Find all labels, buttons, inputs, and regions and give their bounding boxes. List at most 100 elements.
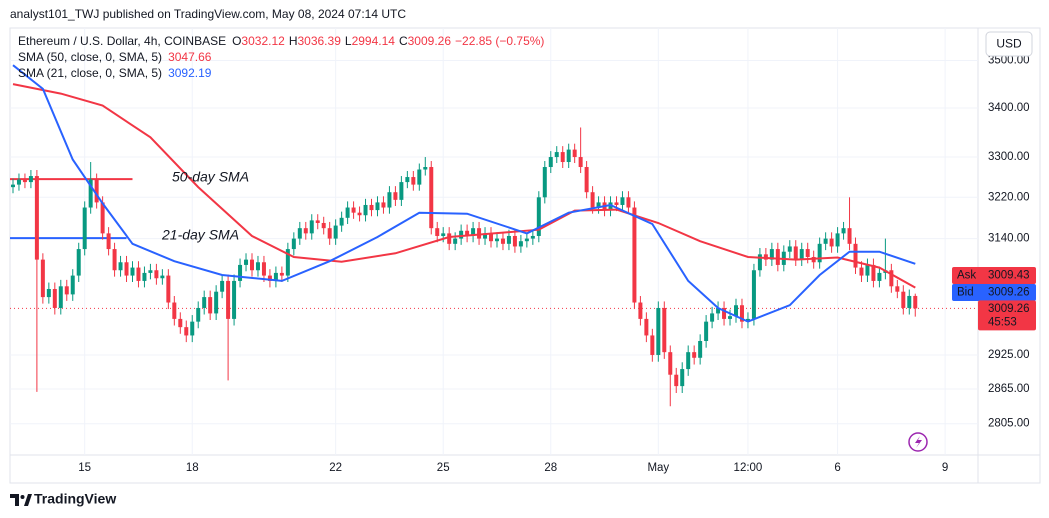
chart-frame: [9, 27, 1041, 484]
candle-body: [877, 272, 882, 281]
candle-body: [208, 297, 213, 314]
candle-body: [835, 233, 840, 247]
candle-body: [76, 249, 81, 276]
bid-value: 3009.26: [988, 287, 1030, 299]
candle-body: [423, 167, 428, 170]
candle-body: [614, 202, 619, 205]
candle-body: [769, 249, 774, 260]
candle-body: [142, 272, 147, 281]
candle-body: [757, 254, 762, 271]
y-tick-label: 2925.00: [988, 349, 1030, 361]
sma-line: [12, 83, 916, 289]
x-tick-label: 18: [186, 462, 199, 474]
candle-body: [393, 192, 398, 200]
candle-body: [530, 235, 535, 239]
ohlc-letter: O: [232, 34, 241, 48]
candle-body: [405, 177, 410, 183]
legend-sma: SMA (50, close, 0, SMA, 5) 3047.66: [18, 50, 212, 64]
candle-body: [202, 297, 207, 308]
candle-body: [321, 222, 326, 229]
alert-circle[interactable]: [908, 432, 928, 452]
candle-body: [351, 207, 356, 213]
candle-body: [273, 272, 278, 281]
candle-body: [34, 176, 39, 260]
plot-area: [10, 64, 978, 407]
ask-value: 3009.43: [988, 270, 1030, 282]
ohlc-letter: C: [399, 34, 408, 48]
x-tick-label: 9: [942, 462, 948, 474]
candle-body: [745, 318, 750, 322]
sma-name: SMA (21, close, 0, SMA, 5): [18, 66, 162, 80]
ohlc-value: 3036.39: [297, 34, 341, 48]
price-tag: [952, 284, 1036, 301]
candle-body: [58, 286, 63, 308]
candle-body: [303, 228, 308, 234]
countdown: 45:53: [988, 316, 1017, 328]
candle-body: [775, 249, 780, 265]
candle-body: [375, 202, 380, 211]
legend-title: Ethereum / U.S. Dollar, 4h, COINBASE: [18, 34, 226, 48]
alert-icon[interactable]: [908, 432, 928, 452]
candle-body: [441, 233, 446, 236]
candle-body: [100, 202, 105, 234]
candle-body: [429, 167, 434, 229]
candle-body: [214, 291, 219, 314]
candle-body: [566, 149, 571, 163]
candle-body: [10, 184, 15, 188]
candle-body: [255, 262, 260, 271]
bid-label: Bid: [957, 287, 974, 299]
sma-line: [12, 64, 916, 323]
candle-body: [596, 202, 601, 208]
candle-body: [309, 220, 314, 234]
candle-body: [112, 249, 117, 271]
candle-body: [793, 246, 798, 260]
candle-body: [489, 233, 494, 242]
candle-body: [130, 267, 135, 276]
candle-body: [88, 179, 93, 208]
price-tag: [952, 267, 1036, 284]
candle-body: [895, 286, 900, 292]
candle-body: [907, 295, 912, 308]
candle-body: [847, 228, 852, 244]
candle-body: [435, 228, 440, 236]
ohlc-letter: L: [345, 34, 352, 48]
x-tick-label: 25: [437, 462, 450, 474]
candle-body: [232, 280, 237, 319]
candle-body: [823, 238, 828, 244]
logo-mark: [10, 494, 19, 506]
candle-body: [584, 167, 589, 193]
candle-body: [411, 177, 416, 185]
candle-body: [94, 179, 99, 203]
candle-body: [686, 352, 691, 370]
currency-button[interactable]: [985, 31, 1033, 57]
candle-body: [220, 280, 225, 292]
candle-body: [512, 235, 517, 247]
y-tick-label: 2805.00: [988, 418, 1030, 430]
candle-body: [363, 204, 368, 216]
candle-body: [853, 243, 858, 268]
candle-body: [226, 280, 231, 319]
candle-body: [554, 152, 559, 158]
candle-body: [656, 307, 661, 355]
candle-body: [728, 316, 733, 319]
candle-body: [40, 259, 45, 298]
candle-body: [590, 192, 595, 208]
candle-body: [279, 272, 284, 276]
candle-body: [668, 352, 673, 375]
currency-label[interactable]: USD: [996, 37, 1022, 51]
candle-body: [285, 249, 290, 276]
candle-body: [494, 238, 499, 242]
candle-body: [82, 207, 87, 250]
candle-body: [453, 238, 458, 244]
annotation: 21-day SMA: [161, 227, 239, 243]
candle-body: [172, 302, 177, 319]
candle-body: [805, 249, 810, 257]
alert-bolt[interactable]: [915, 436, 922, 448]
candle-body: [28, 176, 33, 183]
candle-body: [465, 230, 470, 236]
candle-body: [578, 157, 583, 168]
candle-body: [148, 270, 153, 273]
ohlc-letter: H: [289, 34, 298, 48]
candle-body: [817, 243, 822, 263]
last-price-tag: [978, 300, 1036, 331]
